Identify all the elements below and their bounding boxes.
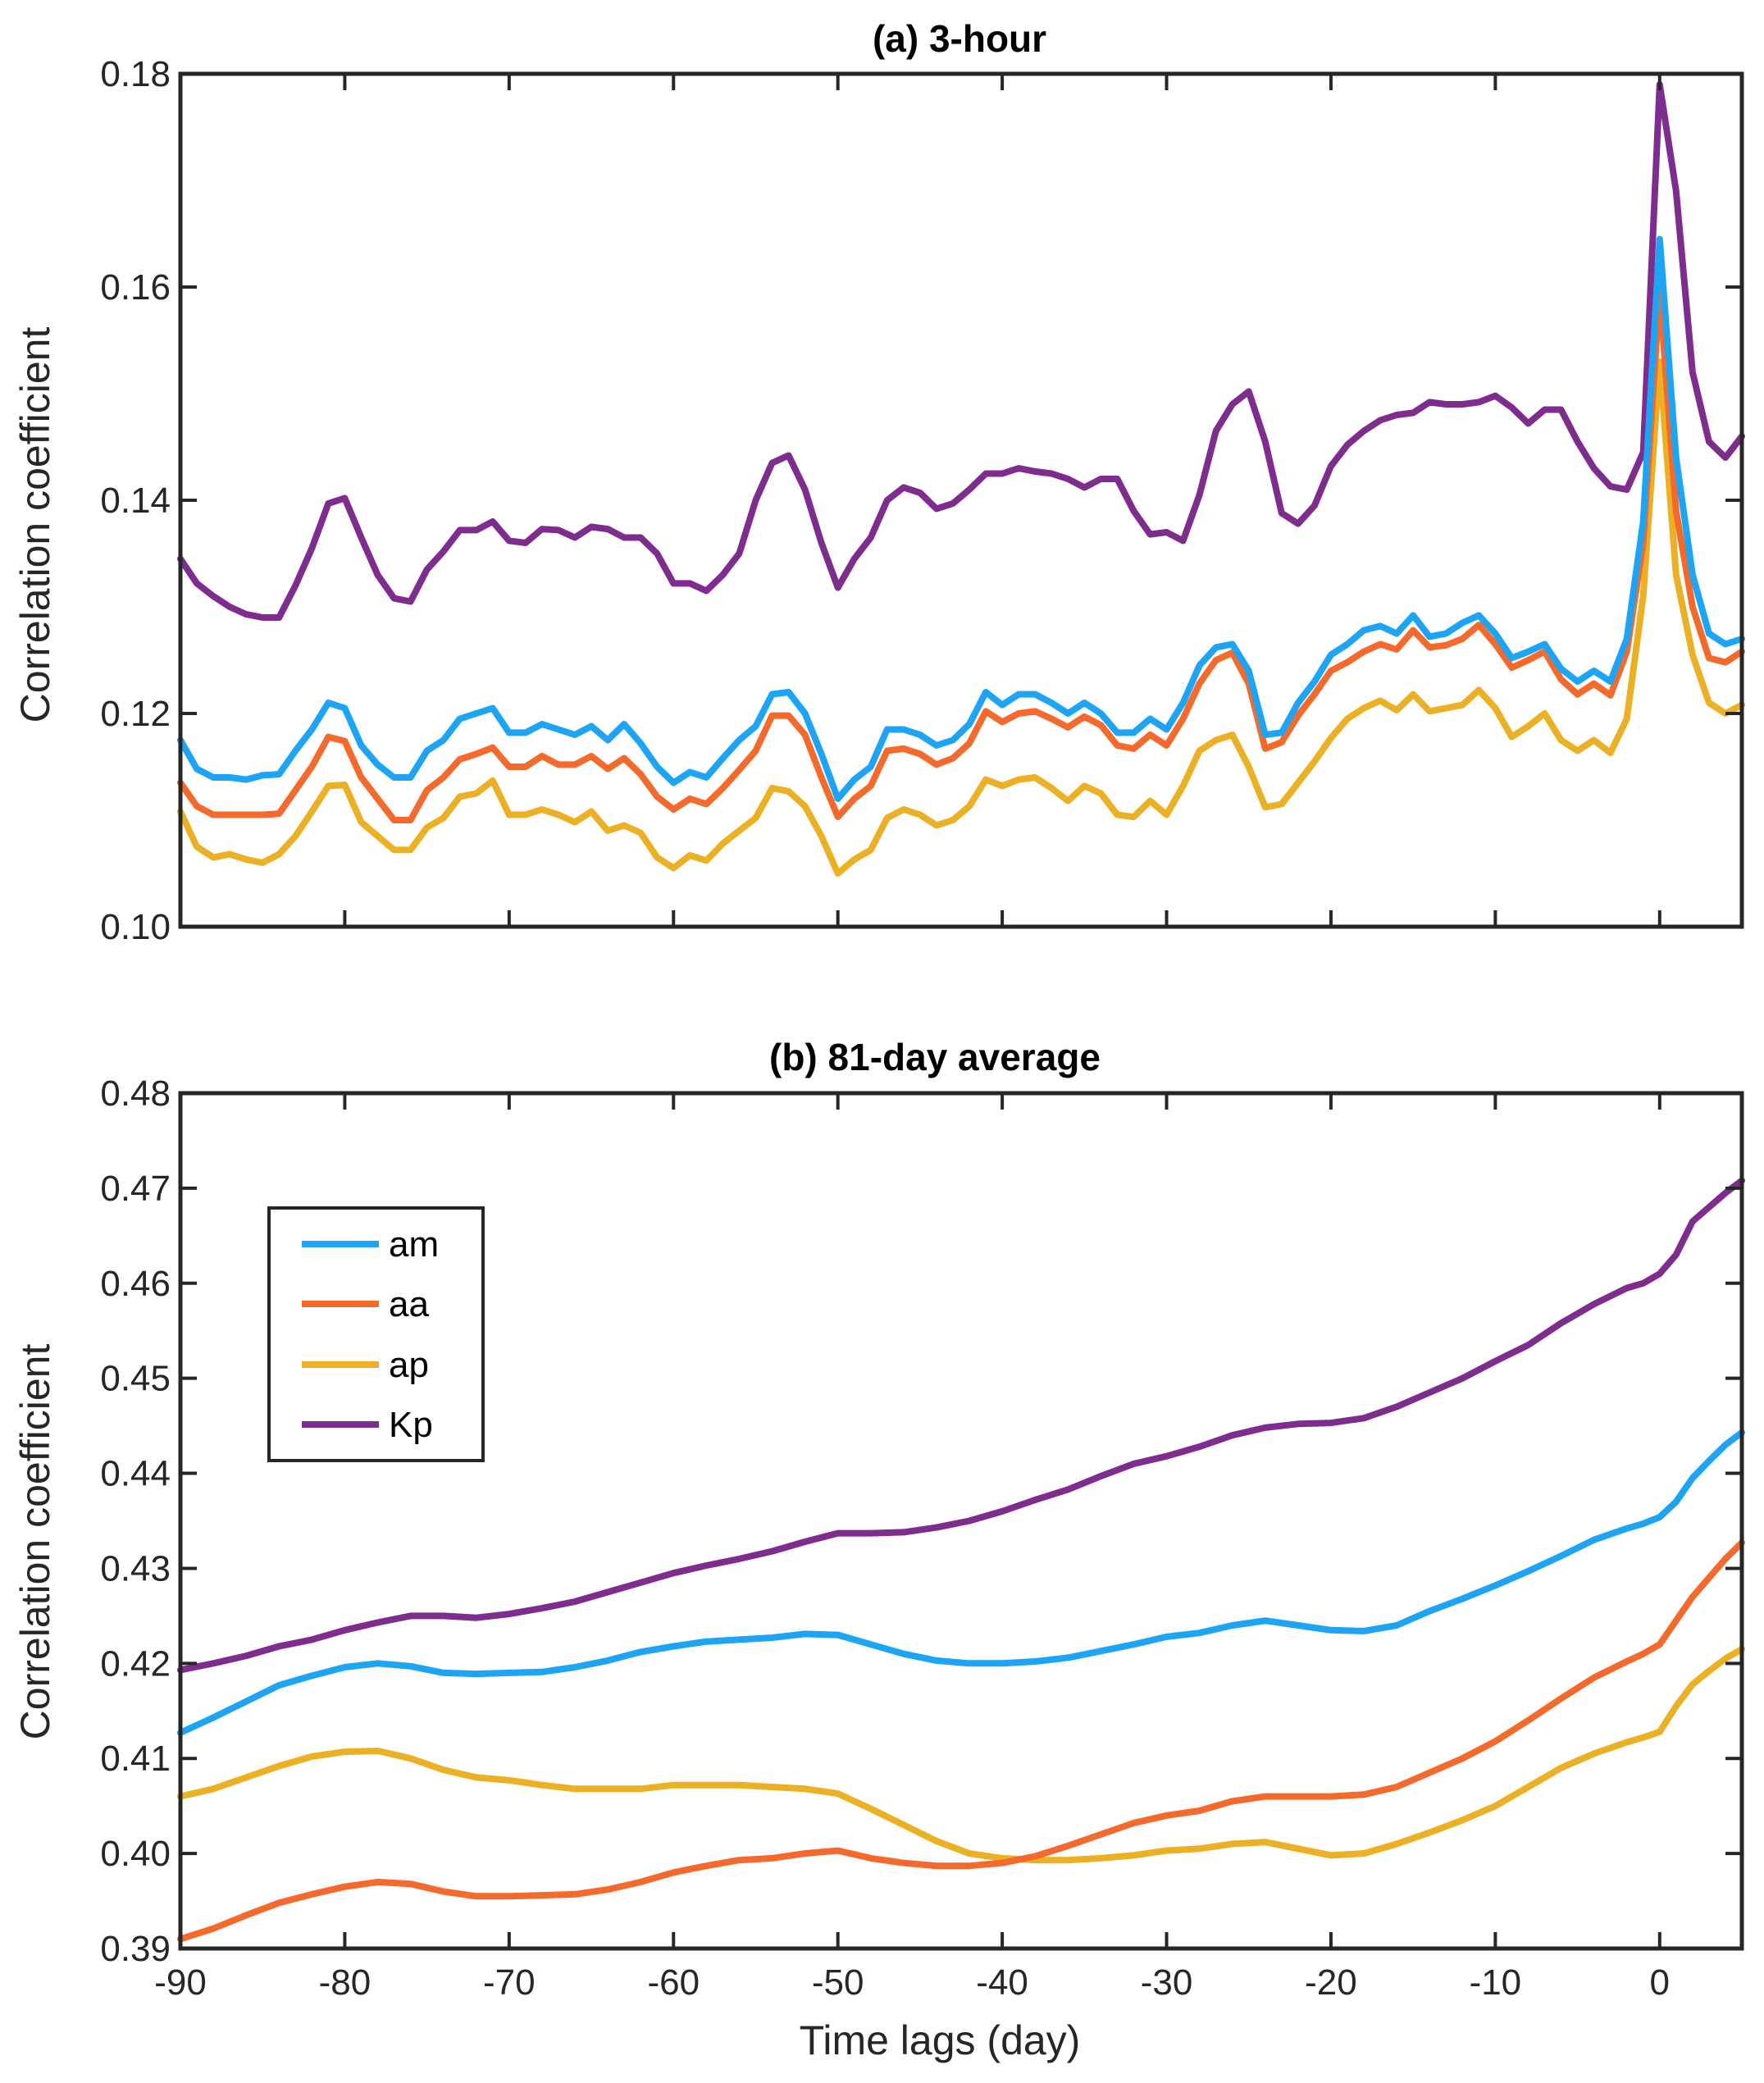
y-tick-label-b-2: 0.41 <box>100 1739 171 1779</box>
panel-a: (a) 3-hour Correlation coefficient 0.100… <box>12 17 1745 947</box>
legend-entry-kp: Kp <box>302 1405 433 1445</box>
panel-b-ticks: 0.39 0.40 0.41 0.42 0.43 0.44 0.45 0.46 0.47 0.48… <box>100 1073 1742 2003</box>
panel-a-ylabel: Correlation coefficient <box>12 327 58 723</box>
x-tick-label-7: -20 <box>1305 1962 1357 2003</box>
x-tick-label-2: -70 <box>483 1962 536 2003</box>
panel-b-ylabel: Correlation coefficient <box>12 1344 58 1740</box>
legend-label-kp: Kp <box>389 1405 433 1445</box>
x-tick-label-4: -50 <box>812 1962 864 2003</box>
panel-a-ticks: 0.10 0.12 0.14 0.16 0.18 <box>100 54 1742 947</box>
series-line-kp-a <box>177 81 1745 621</box>
x-tick-label-8: -10 <box>1470 1962 1522 2003</box>
y-tick-label-b-7: 0.46 <box>100 1264 171 1304</box>
y-tick-label-b-3: 0.42 <box>100 1643 171 1684</box>
y-tick-label-a-3: 0.16 <box>100 267 171 308</box>
legend-entry-ap: ap <box>302 1345 429 1385</box>
legend: am aa ap Kp <box>267 1206 485 1462</box>
y-tick-label-a-1: 0.12 <box>100 694 171 734</box>
y-tick-label-b-1: 0.40 <box>100 1834 171 1874</box>
x-tick-label-5: -40 <box>976 1962 1028 2003</box>
y-tick-label-a-2: 0.14 <box>100 481 171 521</box>
x-tick-label-0: -90 <box>154 1962 207 2003</box>
panel-a-axes-box <box>178 71 1744 929</box>
legend-label-ap: ap <box>389 1345 429 1385</box>
y-tick-label-b-5: 0.44 <box>100 1454 171 1494</box>
legend-entry-am: am <box>302 1224 439 1265</box>
series-line-kp-b <box>177 1177 1745 1674</box>
y-tick-label-b-9: 0.48 <box>100 1073 171 1114</box>
x-tick-label-9: 0 <box>1650 1962 1670 2003</box>
panel-b-series <box>177 1177 1745 1943</box>
series-line-ap-a <box>177 358 1745 877</box>
series-line-am-b <box>177 1429 1745 1736</box>
y-tick-label-a-4: 0.18 <box>100 54 171 94</box>
y-tick-label-b-4: 0.43 <box>100 1548 171 1588</box>
y-tick-label-a-0: 0.10 <box>100 907 171 947</box>
panel-a-series <box>177 81 1745 877</box>
y-tick-label-b-0: 0.39 <box>100 1929 171 1969</box>
legend-label-am: am <box>389 1224 439 1265</box>
x-tick-label-1: -80 <box>319 1962 371 2003</box>
panel-a-title: (a) 3-hour <box>873 17 1046 60</box>
x-axis-label: Time lags (day) <box>800 2017 1081 2063</box>
legend-entry-aa: aa <box>302 1284 429 1324</box>
series-line-ap-b <box>177 1646 1745 1864</box>
panel-b: (b) 81-day average Correlation coefficie… <box>12 1036 1745 2063</box>
panel-b-axes-box <box>178 1091 1744 1951</box>
x-tick-label-3: -60 <box>647 1962 700 2003</box>
y-tick-label-b-8: 0.47 <box>100 1169 171 1209</box>
panel-b-title: (b) 81-day average <box>769 1036 1101 1078</box>
series-line-aa-b <box>177 1539 1745 1943</box>
y-tick-label-b-6: 0.45 <box>100 1359 171 1399</box>
x-tick-label-6: -30 <box>1141 1962 1193 2003</box>
legend-label-aa: aa <box>389 1284 429 1324</box>
series-line-am-a <box>177 235 1745 802</box>
series-line-aa-a <box>177 289 1745 823</box>
legend-box <box>267 1206 485 1462</box>
